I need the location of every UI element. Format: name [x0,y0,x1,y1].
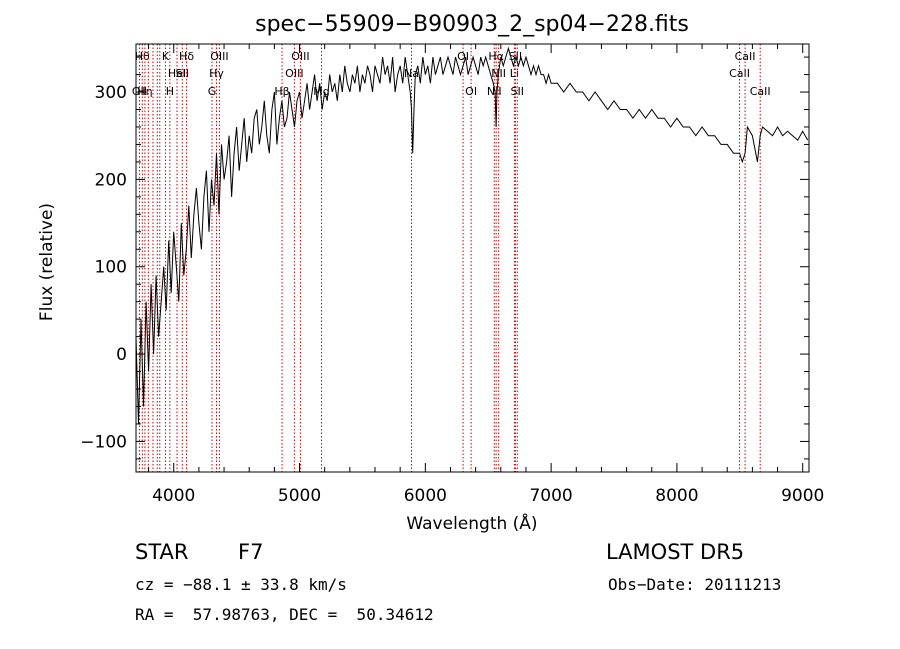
x-tick-label: 9000 [781,486,824,506]
line-marker-label: CaII [750,85,771,98]
observation-date: Obs−Date: 20111213 [608,575,782,594]
line-marker-label: Hβ [274,85,289,98]
object-subclass: F7 [238,540,264,564]
spectral-line-markers: OIIHθHηKHHeISIIHδGHγOIIIHβOIIIOIIIMgNaOI… [132,44,771,472]
redshift-velocity: cz = −88.1 ± 33.8 km/s [135,575,347,594]
x-tick-label: 8000 [655,486,698,506]
line-marker-label: OIII [291,50,309,63]
line-marker-label: Hθ [135,50,150,63]
line-marker-label: OI [457,50,469,63]
line-marker-label: CaII [735,50,756,63]
chart-title: spec−55909−B90903_2_sp04−228.fits [255,12,689,37]
line-marker-label: Hδ [179,50,194,63]
line-marker-label: K [162,50,170,63]
x-axis-ticks: 4000 5000 6000 7000 8000 9000 [148,44,824,506]
coordinates: RA = 57.98763, DEC = 50.34612 [135,605,434,624]
x-tick-label: 7000 [529,486,572,506]
x-tick-label: 6000 [404,486,447,506]
y-tick-label: 300 [95,83,127,103]
line-marker-label: OIII [285,67,303,80]
y-tick-label: 0 [116,345,127,365]
line-marker-label: H [166,85,174,98]
y-tick-label: 100 [95,258,127,278]
line-marker-label: NII [487,85,502,98]
x-tick-label: 4000 [152,486,195,506]
line-marker-label: CaII [729,67,750,80]
line-marker-label: OI [465,85,477,98]
line-marker-label: Li [510,67,519,80]
line-marker-label: Hγ [209,67,224,80]
line-marker-label: Hη [137,85,152,98]
survey-name: LAMOST DR5 [606,540,745,564]
line-marker-label: SII [176,67,189,80]
y-axis-ticks: −100 0 100 200 300 [80,56,809,460]
x-axis-label: Wavelength (Å) [406,512,537,534]
line-marker-label: SII [511,85,524,98]
y-tick-label: −100 [80,432,127,452]
y-axis-label: Flux (relative) [37,203,57,321]
line-marker-label: OIII [210,50,228,63]
x-tick-label: 5000 [278,486,321,506]
spectrum-line [135,46,809,425]
line-marker-label: HeI [168,67,186,80]
y-tick-label: 200 [95,170,127,190]
object-class: STAR [135,540,189,564]
plot-frame [135,43,810,473]
line-marker-label: G [208,85,217,98]
